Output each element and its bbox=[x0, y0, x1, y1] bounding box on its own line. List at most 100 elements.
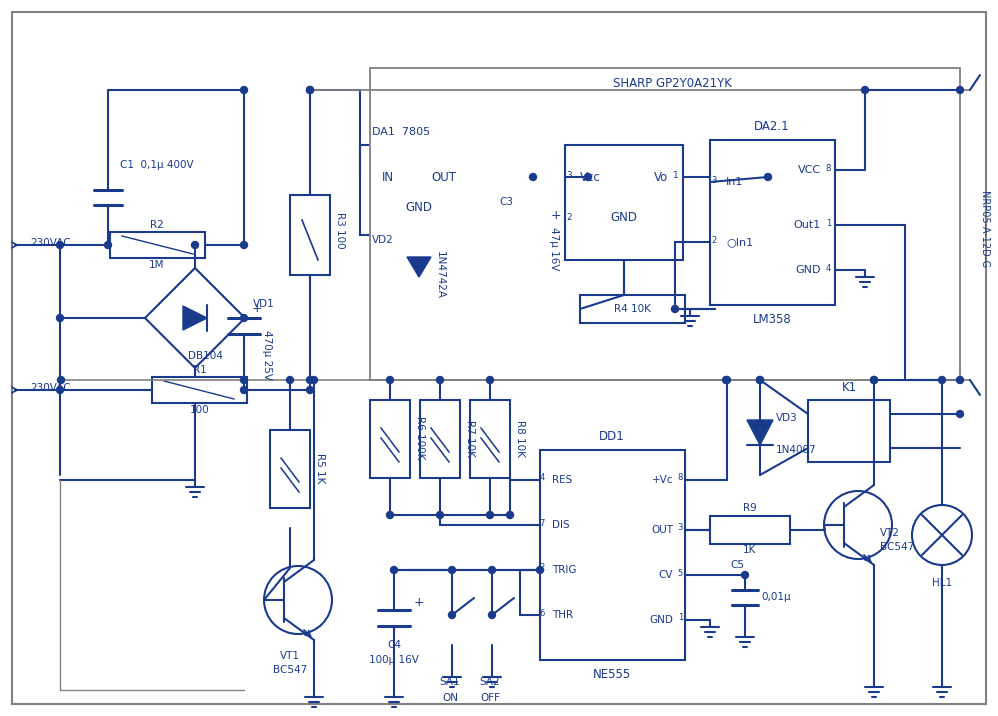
Text: +: + bbox=[252, 301, 262, 314]
Text: HL1: HL1 bbox=[932, 578, 952, 588]
Bar bbox=[370, 68, 960, 380]
Polygon shape bbox=[747, 420, 773, 445]
Bar bbox=[360, 145, 478, 235]
Text: C1  0,1μ 400V: C1 0,1μ 400V bbox=[120, 160, 194, 170]
Text: VCC: VCC bbox=[797, 165, 821, 175]
Bar bbox=[420, 400, 460, 478]
Text: 230VAC: 230VAC bbox=[30, 238, 71, 248]
Circle shape bbox=[764, 173, 771, 180]
Polygon shape bbox=[407, 257, 431, 277]
Circle shape bbox=[912, 505, 972, 565]
Text: GND: GND bbox=[611, 211, 638, 223]
Text: 4: 4 bbox=[539, 473, 545, 483]
Text: +: + bbox=[551, 208, 562, 221]
Circle shape bbox=[241, 241, 248, 248]
Bar bbox=[110, 232, 205, 258]
Text: ○In1: ○In1 bbox=[726, 237, 753, 247]
Bar bbox=[710, 140, 835, 305]
Circle shape bbox=[488, 611, 495, 619]
Circle shape bbox=[507, 511, 514, 518]
Text: 1: 1 bbox=[825, 218, 831, 228]
Text: 1M: 1M bbox=[150, 260, 165, 270]
Bar bbox=[370, 400, 410, 478]
Text: In1: In1 bbox=[726, 177, 744, 187]
Circle shape bbox=[938, 377, 945, 384]
Text: BC547: BC547 bbox=[880, 542, 914, 552]
Text: C5: C5 bbox=[730, 560, 744, 570]
Text: 2: 2 bbox=[712, 236, 717, 244]
Text: 100: 100 bbox=[191, 405, 210, 415]
Circle shape bbox=[306, 387, 313, 394]
Circle shape bbox=[241, 387, 248, 394]
Circle shape bbox=[57, 314, 64, 321]
Text: DD1: DD1 bbox=[599, 430, 625, 442]
Text: GND: GND bbox=[795, 265, 821, 275]
Text: 230VAC: 230VAC bbox=[30, 383, 71, 393]
Circle shape bbox=[448, 566, 455, 574]
Circle shape bbox=[870, 377, 877, 384]
Text: VT1: VT1 bbox=[280, 651, 300, 661]
Text: OUT: OUT bbox=[651, 525, 673, 535]
Text: R3 100: R3 100 bbox=[335, 212, 345, 248]
Text: VT2: VT2 bbox=[880, 528, 900, 538]
Text: IN: IN bbox=[382, 170, 394, 183]
Text: RES: RES bbox=[552, 475, 572, 485]
Polygon shape bbox=[183, 306, 207, 330]
Bar bbox=[808, 400, 890, 462]
Text: Vcc: Vcc bbox=[580, 170, 601, 183]
Text: VD1: VD1 bbox=[253, 299, 274, 309]
Text: 1: 1 bbox=[674, 170, 679, 180]
Text: 0,01μ: 0,01μ bbox=[761, 592, 790, 602]
Circle shape bbox=[824, 491, 892, 559]
Text: R7 10K: R7 10K bbox=[465, 420, 475, 456]
Circle shape bbox=[742, 571, 748, 579]
Text: DB104: DB104 bbox=[188, 351, 223, 361]
Circle shape bbox=[241, 314, 248, 321]
Text: 100μ 16V: 100μ 16V bbox=[369, 655, 419, 665]
Text: 47μ 16V: 47μ 16V bbox=[549, 227, 559, 271]
Text: GND: GND bbox=[649, 615, 673, 625]
Circle shape bbox=[436, 511, 443, 518]
Circle shape bbox=[488, 566, 495, 574]
Circle shape bbox=[956, 410, 963, 417]
Text: 1: 1 bbox=[678, 614, 683, 622]
Circle shape bbox=[756, 377, 763, 384]
Bar bbox=[565, 145, 683, 260]
Text: C4: C4 bbox=[387, 640, 401, 650]
Text: 8: 8 bbox=[678, 473, 683, 483]
Text: SA1: SA1 bbox=[440, 677, 460, 687]
Bar bbox=[470, 400, 510, 478]
Text: LM358: LM358 bbox=[752, 312, 791, 326]
Circle shape bbox=[306, 87, 313, 94]
Circle shape bbox=[486, 511, 493, 518]
Bar bbox=[270, 430, 310, 508]
Text: 3: 3 bbox=[566, 170, 572, 180]
Circle shape bbox=[264, 566, 332, 634]
Circle shape bbox=[286, 377, 293, 384]
Text: Out1: Out1 bbox=[793, 220, 821, 230]
Text: R1: R1 bbox=[194, 365, 207, 375]
Circle shape bbox=[585, 173, 592, 180]
Bar bbox=[540, 450, 685, 660]
Circle shape bbox=[386, 511, 393, 518]
Text: THR: THR bbox=[552, 610, 573, 620]
Circle shape bbox=[436, 377, 443, 384]
Circle shape bbox=[306, 377, 313, 384]
Text: NRP05-A-12D-G: NRP05-A-12D-G bbox=[979, 191, 989, 268]
Circle shape bbox=[870, 377, 877, 384]
Circle shape bbox=[306, 87, 313, 94]
Text: VD2: VD2 bbox=[372, 235, 394, 245]
Circle shape bbox=[105, 241, 112, 248]
Text: C3: C3 bbox=[499, 197, 513, 207]
Circle shape bbox=[861, 87, 868, 94]
Text: +: + bbox=[414, 596, 424, 609]
Circle shape bbox=[537, 566, 544, 574]
Text: 5: 5 bbox=[678, 569, 683, 578]
Text: R2: R2 bbox=[150, 220, 164, 230]
Circle shape bbox=[672, 306, 679, 312]
Text: OUT: OUT bbox=[431, 170, 456, 183]
Circle shape bbox=[724, 377, 731, 384]
Text: 1K: 1K bbox=[744, 545, 756, 555]
Text: SHARP GP2Y0A21YK: SHARP GP2Y0A21YK bbox=[613, 77, 732, 90]
Bar bbox=[290, 195, 330, 275]
